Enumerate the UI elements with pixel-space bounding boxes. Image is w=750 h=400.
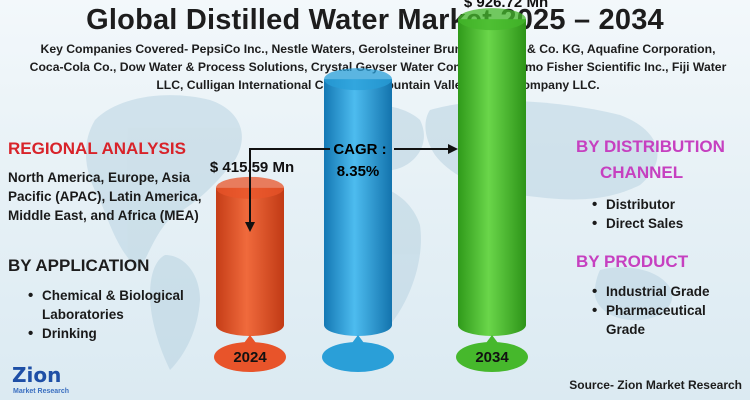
cagr-value: 8.35% <box>337 163 380 180</box>
product-list: Industrial Grade Pharmaceutical Grade <box>590 282 740 339</box>
application-item: Drinking <box>26 324 186 343</box>
year-label: 2034 <box>475 349 509 366</box>
cagr-arrow <box>245 144 458 232</box>
page-title: Global Distilled Water Market 2025 – 203… <box>86 4 664 36</box>
value-label: $ 415.59 Mn <box>210 159 294 176</box>
by-product-heading: BY PRODUCT <box>576 252 689 271</box>
distribution-item: Distributor <box>590 195 740 214</box>
regional-analysis-text: North America, Europe, Asia Pacific (APA… <box>8 170 202 223</box>
year-badge-1 <box>322 335 394 372</box>
year-badge-2 <box>456 335 528 372</box>
by-distribution-heading-line2: CHANNEL <box>600 163 684 182</box>
year-label: 2024 <box>233 349 267 366</box>
bar-1 <box>324 68 392 336</box>
by-application-heading: BY APPLICATION <box>8 256 150 275</box>
bar-2 <box>458 8 526 336</box>
by-distribution-heading-line1: BY DISTRIBUTION <box>576 137 725 156</box>
distribution-list: Distributor Direct Sales <box>590 195 740 233</box>
product-item: Pharmaceutical Grade <box>590 301 740 339</box>
value-label: $ 926.72 Mn <box>464 0 548 11</box>
application-list: Chemical & Biological Laboratories Drink… <box>26 286 186 343</box>
product-item: Industrial Grade <box>590 282 740 301</box>
regional-analysis-heading: REGIONAL ANALYSIS <box>8 139 186 158</box>
logo-subtext: Market Research <box>13 388 70 395</box>
source-text: Source- Zion Market Research <box>569 378 742 392</box>
bar-0 <box>216 176 284 336</box>
year-badge-0 <box>214 335 286 372</box>
zion-logo: Zion Market Research <box>12 363 72 400</box>
cagr-label: CAGR : <box>333 141 386 158</box>
distribution-item: Direct Sales <box>590 214 740 233</box>
application-item: Chemical & Biological Laboratories <box>26 286 186 324</box>
logo-text: Zion <box>12 363 62 387</box>
